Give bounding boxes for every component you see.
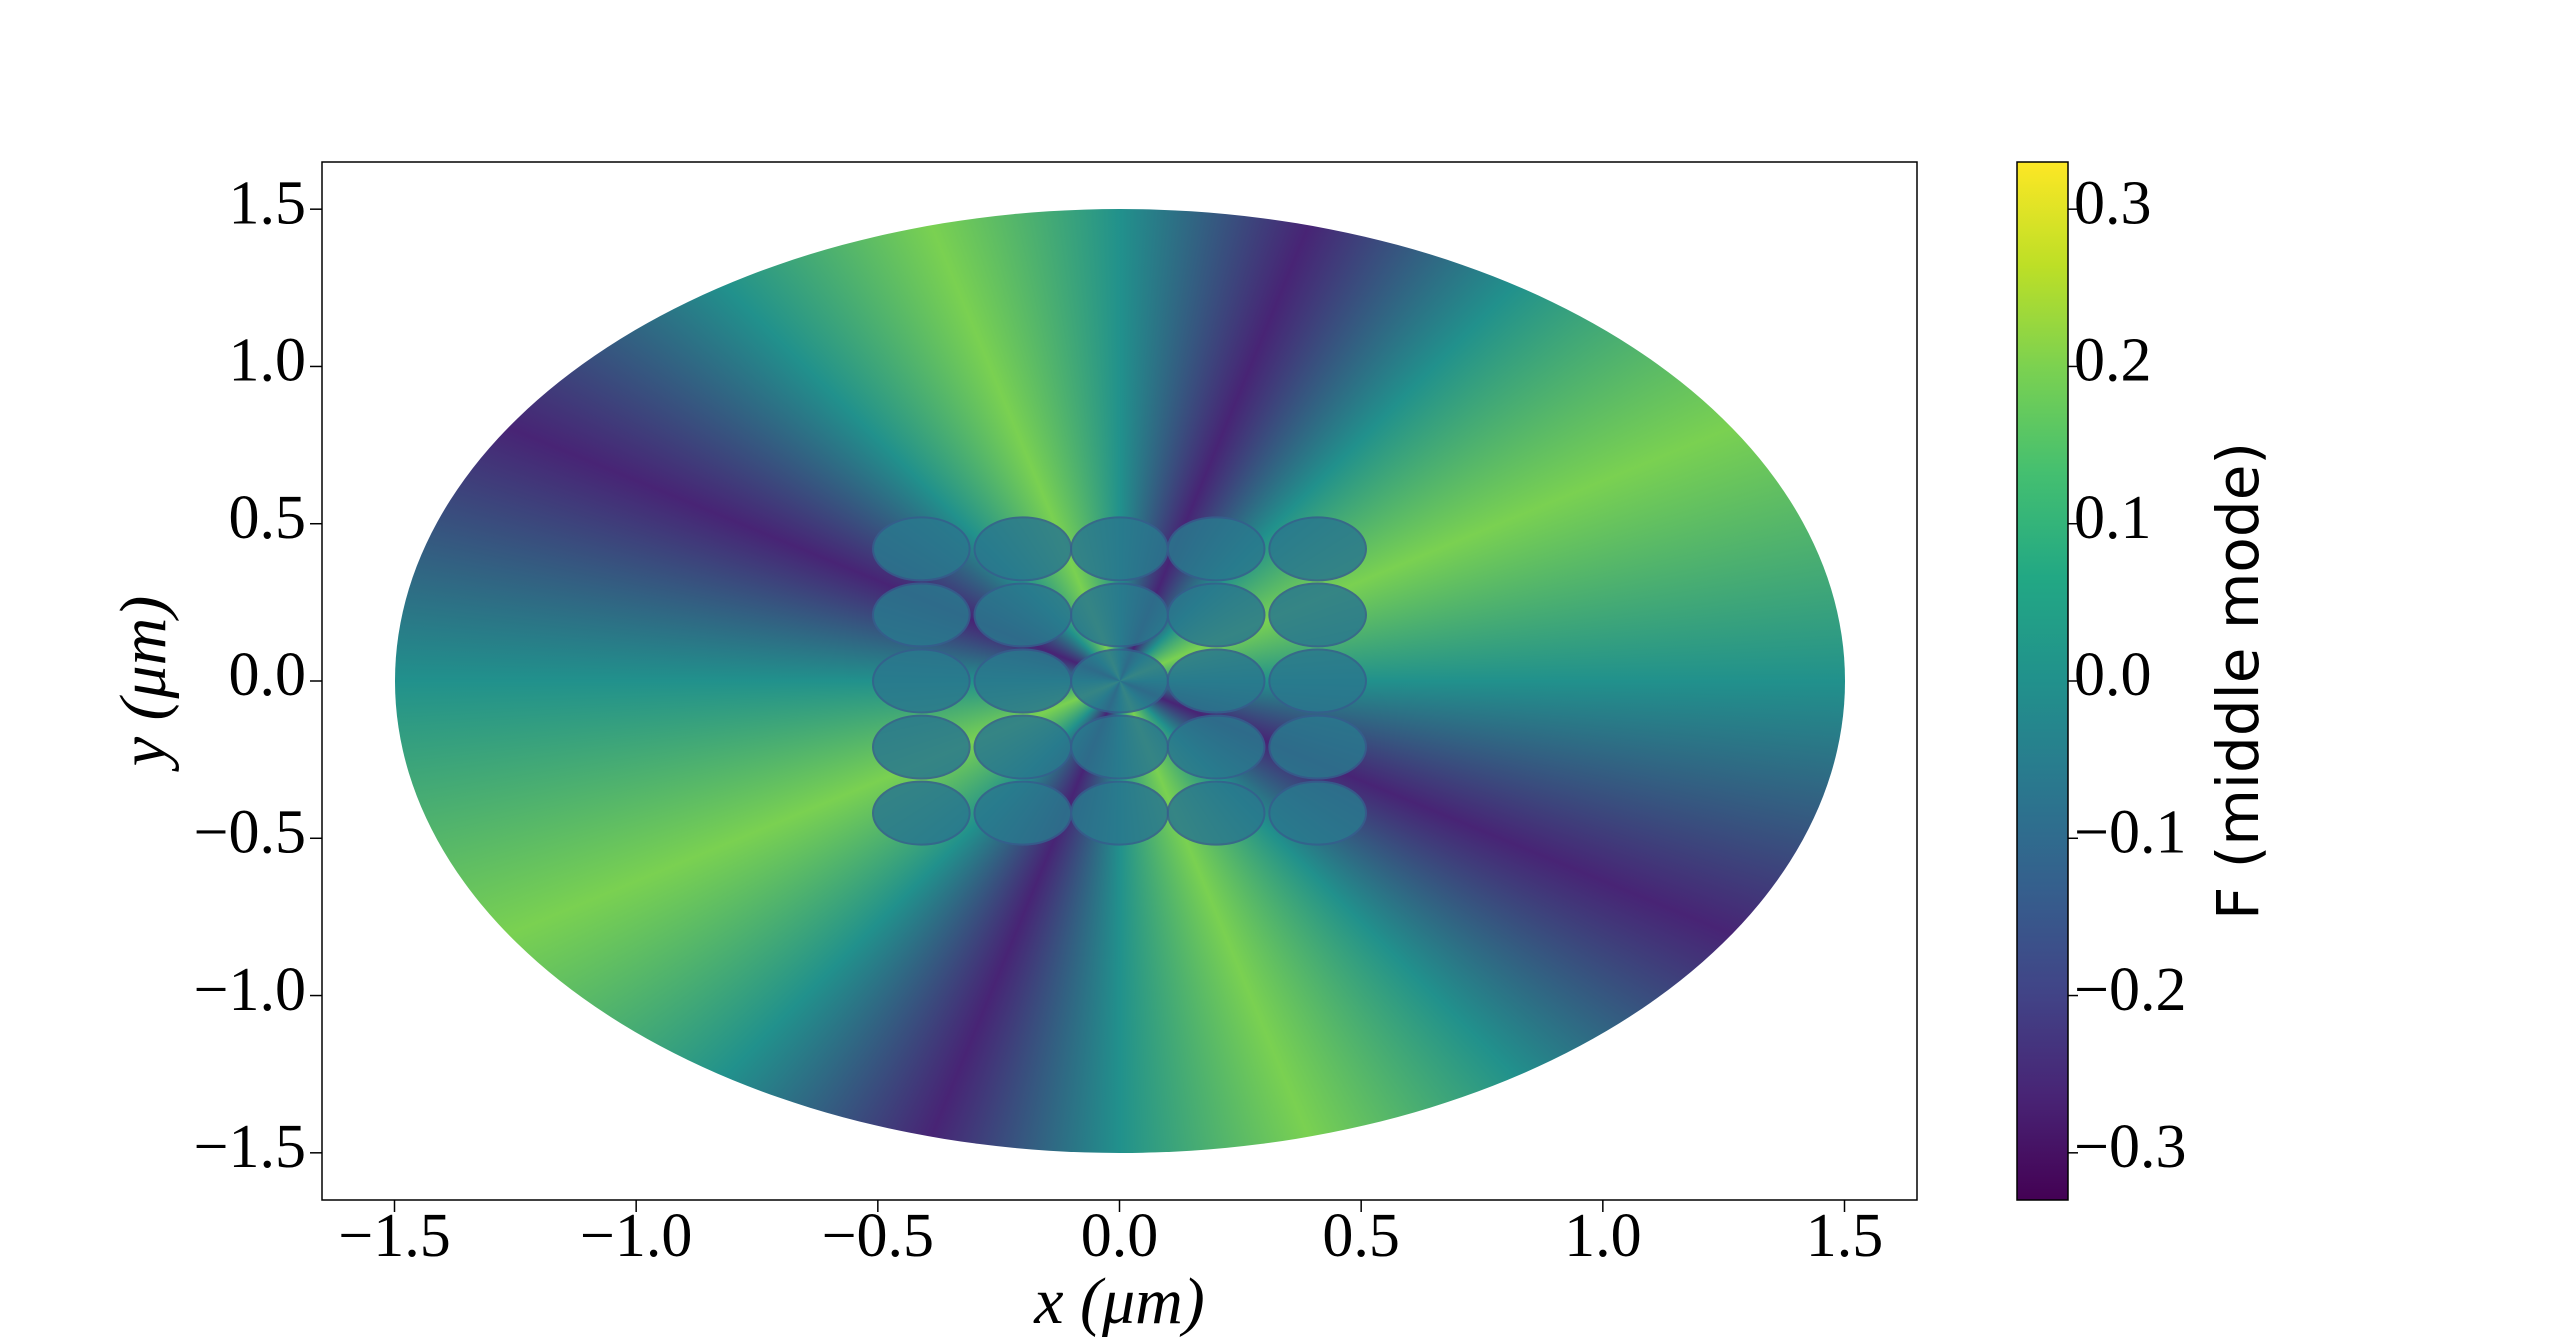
- inclusion: [1166, 714, 1266, 780]
- inclusion: [1166, 648, 1266, 714]
- inclusion: [1268, 780, 1367, 846]
- inclusion: [973, 714, 1073, 780]
- y-tick-label: 0.0: [229, 641, 307, 709]
- colorbar-tick-label: 0.3: [2074, 169, 2152, 237]
- inclusion: [872, 516, 971, 582]
- colorbar-tick-label: −0.2: [2074, 956, 2186, 1024]
- inclusion: [973, 780, 1073, 846]
- y-tick-label: 1.5: [229, 169, 307, 237]
- inclusion: [1166, 516, 1266, 582]
- y-tick-label: −1.0: [194, 956, 306, 1024]
- colorbar-tick-label: 0.1: [2074, 484, 2152, 552]
- y-tick-label: −1.5: [194, 1113, 306, 1181]
- colorbar-tick-label: 0.2: [2074, 327, 2152, 395]
- colorbar-tick-label: −0.3: [2074, 1113, 2186, 1181]
- x-tick-label: 0.5: [1322, 1202, 1400, 1270]
- inclusion: [1070, 780, 1169, 846]
- inclusion: [1070, 516, 1169, 582]
- x-tick-label: −1.0: [580, 1202, 692, 1270]
- inclusion: [1070, 714, 1169, 780]
- y-tick-label: −0.5: [194, 799, 306, 867]
- colorbar-tick-label: 0.0: [2074, 641, 2152, 709]
- inclusion: [1268, 516, 1367, 582]
- inclusion: [872, 780, 971, 846]
- inclusion: [1070, 648, 1169, 714]
- x-tick-label: 1.5: [1806, 1202, 1884, 1270]
- inclusion: [872, 582, 971, 648]
- inclusion: [872, 648, 971, 714]
- inclusion: [1166, 780, 1266, 846]
- y-tick-label: 1.0: [229, 327, 307, 395]
- colorbar-tick-label: −0.1: [2074, 799, 2186, 867]
- x-tick-label: 1.0: [1564, 1202, 1642, 1270]
- y-axis-label: y (μm): [107, 596, 180, 773]
- inclusion: [872, 714, 971, 780]
- inclusion: [1268, 714, 1367, 780]
- colorbar: [2016, 161, 2069, 1201]
- x-tick-label: −0.5: [822, 1202, 934, 1270]
- x-tick-label: 0.0: [1081, 1202, 1159, 1270]
- x-tick-label: −1.5: [338, 1202, 450, 1270]
- x-axis-label: x (μm): [1033, 1265, 1205, 1338]
- y-tick-label: 0.5: [229, 484, 307, 552]
- colorbar-label: F (middle mode): [2204, 442, 2272, 920]
- inclusion: [973, 516, 1073, 582]
- inclusion: [973, 582, 1073, 648]
- inclusion: [973, 648, 1073, 714]
- inclusion: [1268, 648, 1367, 714]
- inclusion: [1166, 582, 1266, 648]
- inclusions: [872, 516, 1367, 846]
- inclusion: [1268, 582, 1367, 648]
- inclusion: [1070, 582, 1169, 648]
